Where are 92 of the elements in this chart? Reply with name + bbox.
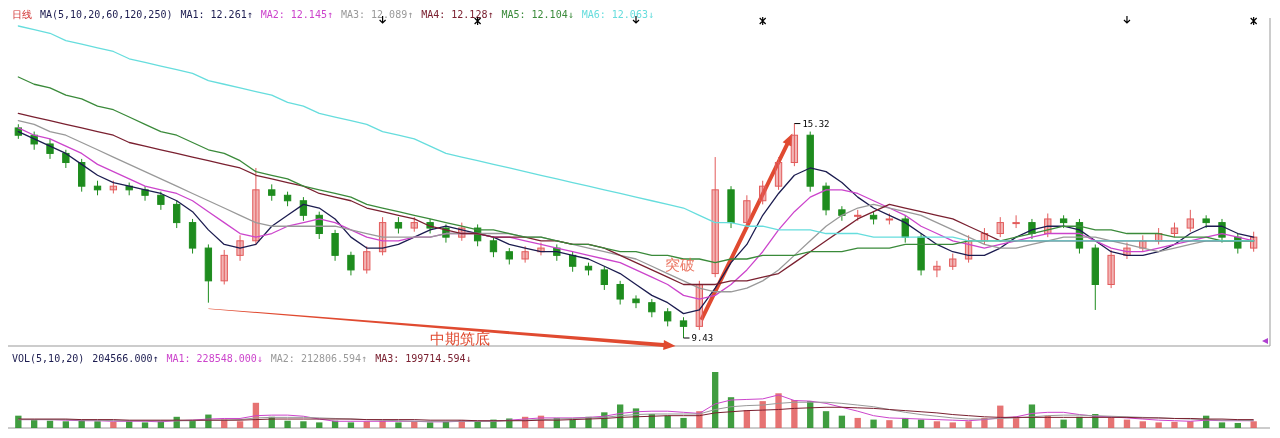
candlestick — [759, 180, 767, 205]
candlestick — [220, 249, 228, 285]
bar — [110, 421, 117, 428]
bar — [854, 417, 861, 428]
candlestick — [679, 316, 688, 339]
candlestick — [236, 234, 244, 262]
bar — [917, 419, 925, 428]
bar — [965, 421, 972, 428]
candlestick — [822, 182, 830, 216]
bar — [94, 421, 101, 428]
bar — [933, 421, 941, 428]
bar — [31, 420, 38, 428]
text: MA5: 12.104↓ — [501, 9, 574, 20]
candlestick — [949, 253, 957, 271]
candlestick — [996, 216, 1004, 238]
candlestick — [1107, 249, 1115, 289]
text: 204566.000↑ — [92, 353, 159, 364]
candlestick — [141, 185, 149, 202]
bar — [46, 420, 54, 428]
candlestick — [711, 156, 719, 278]
candlestick — [616, 280, 624, 306]
bar — [347, 422, 355, 428]
candlestick — [62, 149, 70, 169]
legend-title: VOL(5,10,20) — [12, 353, 85, 364]
text: MA6: 12.063↓ — [581, 9, 654, 20]
bar — [1139, 421, 1146, 428]
candlestick — [743, 194, 751, 227]
candlestick — [933, 260, 941, 278]
annotation: 15.32 — [802, 118, 830, 129]
chart-title: 日线 — [12, 9, 32, 20]
candlestick — [1012, 214, 1020, 229]
bar — [949, 422, 956, 428]
candlestick — [157, 191, 165, 211]
candlestick — [489, 236, 498, 258]
bar — [1234, 422, 1241, 428]
text: MA3: 12.089↑ — [340, 9, 414, 20]
candlestick — [632, 294, 640, 309]
text: MA1: 12.261↑ — [180, 9, 253, 20]
candlestick — [568, 251, 577, 273]
bar — [822, 411, 830, 428]
bar — [1123, 419, 1131, 428]
text: MA2: 12.145↑ — [260, 9, 333, 20]
bar — [886, 420, 893, 428]
candlestick — [363, 245, 371, 275]
bar — [1218, 422, 1226, 428]
bar — [236, 421, 244, 428]
bar — [395, 422, 402, 428]
bar — [1250, 421, 1257, 428]
candlestick — [790, 123, 799, 167]
bar — [1171, 421, 1178, 428]
candlestick — [1186, 209, 1194, 233]
candlestick — [331, 229, 339, 262]
candlestick — [774, 156, 783, 191]
bar — [664, 415, 671, 428]
text: MA2: 212806.594↑ — [270, 353, 368, 364]
bar — [1107, 417, 1115, 428]
bar — [680, 417, 687, 428]
bar — [569, 419, 576, 428]
bar — [1155, 422, 1162, 428]
bar — [870, 419, 877, 428]
bar — [300, 421, 307, 428]
bar — [775, 393, 782, 428]
bar — [1076, 416, 1083, 428]
candlestick — [173, 200, 181, 229]
candlestick — [347, 251, 355, 276]
candlestick — [315, 211, 323, 240]
text: MA1: 228548.000↓ — [166, 353, 263, 364]
bar — [1060, 419, 1067, 428]
text: MA3: 199714.594↓ — [375, 353, 472, 364]
bar — [284, 420, 291, 428]
legend-title: MA(5,10,20,60,120,250) — [40, 9, 173, 20]
candlestick — [252, 167, 260, 245]
candlestick — [901, 214, 909, 244]
bar — [838, 415, 846, 428]
bar — [426, 422, 434, 428]
candlestick — [600, 265, 608, 291]
candlestick — [838, 205, 846, 222]
text: MA4: 12.128↑ — [421, 9, 494, 20]
annotation: 突破 — [665, 257, 696, 273]
annotation: 9.43 — [691, 333, 714, 343]
annotation: 中期筑底 — [430, 331, 491, 347]
bar — [62, 421, 70, 428]
candlestick — [78, 158, 86, 193]
bar — [141, 422, 149, 428]
candlestick — [885, 212, 894, 225]
candlestick — [299, 196, 308, 222]
bar — [316, 422, 323, 428]
candlestick — [648, 298, 656, 318]
bar — [442, 421, 450, 428]
candlestick — [521, 245, 529, 264]
candlestick — [1250, 231, 1258, 253]
candlestick — [664, 307, 672, 327]
